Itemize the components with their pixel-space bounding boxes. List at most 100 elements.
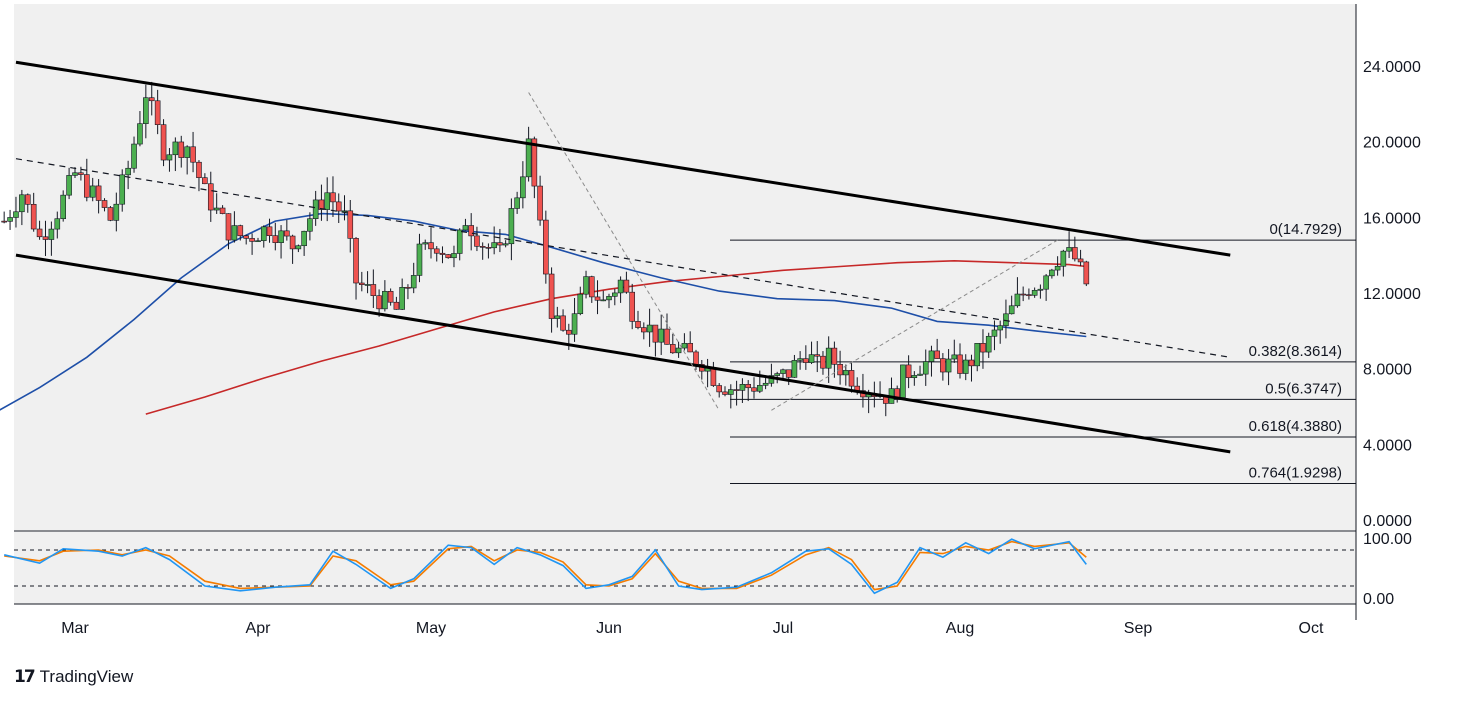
candle-body [739, 384, 746, 391]
time-axis[interactable]: Mar Apr May Jun Jul Aug Sep Oct [61, 620, 1324, 637]
fib-level-label: 0.618(4.3880) [1249, 418, 1342, 435]
candle-body [370, 284, 377, 296]
candle-body [148, 97, 155, 102]
candle-body [13, 211, 19, 218]
candle-body [433, 248, 440, 254]
candle-body [687, 343, 694, 353]
candle-body [945, 358, 952, 373]
candle-body [669, 344, 676, 354]
candle-body [66, 175, 72, 196]
stoch-d-line [4, 540, 1087, 591]
channel-mid-dashed-line [15, 158, 1231, 358]
candle-body [266, 226, 273, 236]
candle-body [178, 141, 185, 158]
candle-body [154, 100, 161, 126]
candle-body [125, 167, 131, 176]
candle-body [502, 243, 509, 246]
stoch-pane-background [14, 532, 1356, 604]
candle-body [318, 199, 325, 210]
candle-body [911, 375, 918, 379]
candle-body [774, 373, 781, 376]
stochastic-oscillator [4, 538, 1356, 595]
price-tick-label: 8.0000 [1363, 362, 1412, 379]
candle-body [543, 219, 549, 275]
candle-body [196, 161, 202, 178]
candle-body [640, 327, 647, 333]
candle-body [485, 247, 492, 249]
candle-body [554, 315, 561, 319]
candle-body [751, 387, 757, 392]
candle-body [606, 296, 612, 301]
candle-body [422, 242, 429, 245]
candle-body [600, 299, 607, 302]
candle-body [962, 359, 969, 374]
candle-body [791, 360, 798, 378]
candle-body [629, 291, 636, 322]
candle-body [260, 226, 267, 242]
time-tick-label: May [416, 620, 446, 637]
candle-body [922, 361, 929, 375]
candle-body [537, 185, 543, 221]
candle-body [95, 185, 102, 201]
candle-body [335, 201, 342, 212]
candle-body [560, 315, 566, 331]
candle-body [831, 347, 838, 365]
candle-body [710, 367, 717, 386]
candle-body [364, 284, 371, 286]
candle-body [980, 343, 986, 353]
time-tick-label: Jul [773, 620, 793, 637]
candle-body [548, 273, 555, 319]
candle-body [583, 276, 589, 295]
tradingview-logo-icon: 17 [14, 667, 36, 687]
time-tick-label: Aug [946, 620, 974, 637]
price-tick-label: 24.0000 [1363, 59, 1421, 76]
candle-body [635, 321, 641, 328]
candle-body [611, 292, 618, 297]
main-pane-background [14, 4, 1356, 530]
candle-body [347, 210, 354, 239]
candle-body [1049, 269, 1055, 277]
candle-body [101, 200, 108, 208]
candle-body [991, 329, 998, 337]
price-tick-label: 4.0000 [1363, 437, 1412, 454]
candle-body [1054, 265, 1061, 271]
candle-body [202, 177, 208, 185]
candle-body [617, 279, 624, 294]
candle-body [652, 324, 659, 343]
candle-body [664, 328, 670, 345]
candle-body [410, 275, 417, 289]
price-axis[interactable]: 24.0000 20.0000 16.0000 12.0000 8.0000 4.0000… [1363, 59, 1421, 608]
candle-body [284, 230, 290, 237]
candle-body [387, 291, 394, 303]
candle-body [399, 286, 405, 310]
candle-body [295, 245, 302, 250]
channel-upper-line [15, 60, 1231, 257]
candle-body [594, 296, 601, 301]
candle-body [514, 197, 520, 209]
candle-body [84, 174, 90, 198]
candle-body [491, 242, 497, 249]
candle-body [1014, 293, 1021, 307]
candle-body [525, 138, 532, 178]
candle-body [727, 389, 734, 395]
candle-body [278, 230, 284, 243]
candle-body [166, 154, 173, 161]
candlesticks [1, 81, 1090, 417]
candle-body [508, 208, 515, 245]
candle-body [566, 329, 572, 335]
candle-body [341, 210, 348, 213]
time-tick-label: Mar [61, 620, 89, 637]
candle-body [1066, 247, 1072, 252]
candle-body [531, 138, 538, 187]
candle-body [324, 192, 331, 210]
price-tick-label: 20.0000 [1363, 135, 1421, 152]
time-tick-label: Apr [246, 620, 272, 637]
tradingview-logo[interactable]: 17 TradingView [14, 666, 133, 688]
tradingview-logo-text: TradingView [39, 667, 134, 686]
candle-body [985, 335, 992, 353]
candle-body [184, 146, 190, 158]
candle-body [7, 217, 13, 222]
candle-body [803, 358, 809, 363]
candle-body [968, 359, 975, 367]
